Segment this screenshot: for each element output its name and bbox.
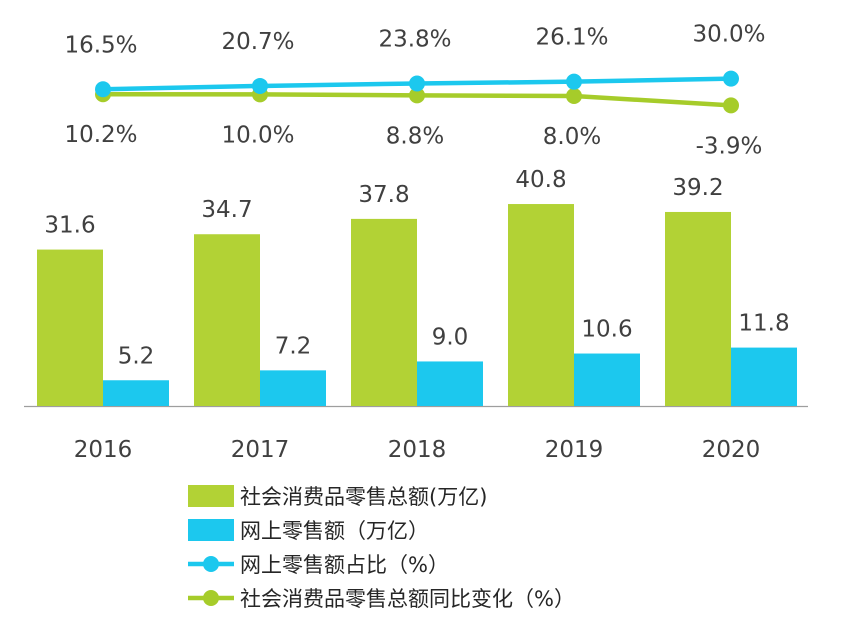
bar-online-retail-2020 [731,347,797,406]
x-tick-label-2020: 2020 [702,437,761,463]
bar-label-online-retail-2019: 10.6 [581,317,632,343]
legend-label-retail-yoy: 社会消费品零售总额同比变化（%） [240,587,575,611]
bar-online-retail-2016 [103,380,169,406]
bar-retail-total-2016 [37,249,103,406]
line-label-online-share-2020: 30.0% [692,22,765,48]
bar-online-retail-2019 [574,353,640,406]
bar-label-retail-total-2020: 39.2 [672,175,723,201]
line-label-retail-yoy-2018: 8.8% [386,123,444,149]
line-label-online-share-2017: 20.7% [221,29,294,55]
legend-label-retail-total: 社会消费品零售总额(万亿) [240,485,487,509]
bar-label-online-retail-2017: 7.2 [275,333,312,359]
line-label-retail-yoy-2019: 8.0% [543,124,601,150]
bar-retail-total-2017 [194,234,260,406]
point-retail-yoy-2020 [723,97,739,114]
x-tick-label-2019: 2019 [545,437,604,463]
line-label-online-share-2018: 23.8% [378,26,451,52]
bar-label-retail-total-2018: 37.8 [358,182,409,208]
bar-retail-total-2018 [351,218,417,406]
bar-label-online-retail-2020: 11.8 [738,311,789,337]
point-online-share-2016 [95,81,111,98]
point-online-share-2019 [566,73,582,90]
bar-label-online-retail-2018: 9.0 [432,324,469,350]
bar-online-retail-2017 [260,370,326,406]
bar-label-retail-total-2019: 40.8 [515,167,566,193]
line-label-online-share-2019: 26.1% [535,25,608,51]
bar-label-online-retail-2016: 5.2 [118,343,155,369]
point-online-share-2020 [723,70,739,87]
point-online-share-2017 [252,77,268,94]
x-tick-label-2017: 2017 [231,437,290,463]
point-retail-yoy-2018 [409,87,425,104]
line-label-retail-yoy-2016: 10.2% [64,122,137,148]
x-tick-label-2018: 2018 [388,437,447,463]
legend-swatch-online-retail [188,519,234,541]
line-label-retail-yoy-2017: 10.0% [221,122,294,148]
legend-marker-retail-yoy [203,590,219,606]
legend-label-online-share: 网上零售额占比（%） [240,553,449,577]
bar-label-retail-total-2017: 34.7 [201,197,252,223]
line-label-retail-yoy-2020: -3.9% [696,133,763,159]
legend-swatch-retail-total [188,485,234,507]
bar-online-retail-2018 [417,361,483,406]
legend-label-online-retail: 网上零售额（万亿） [240,519,429,543]
x-tick-label-2016: 2016 [74,437,133,463]
bar-retail-total-2020 [665,211,731,406]
line-label-online-share-2016: 16.5% [64,32,137,58]
legend-marker-online-share [203,556,219,572]
point-online-share-2018 [409,75,425,92]
bar-retail-total-2019 [508,204,574,406]
point-retail-yoy-2019 [566,87,582,104]
bar-label-retail-total-2016: 31.6 [44,213,95,239]
